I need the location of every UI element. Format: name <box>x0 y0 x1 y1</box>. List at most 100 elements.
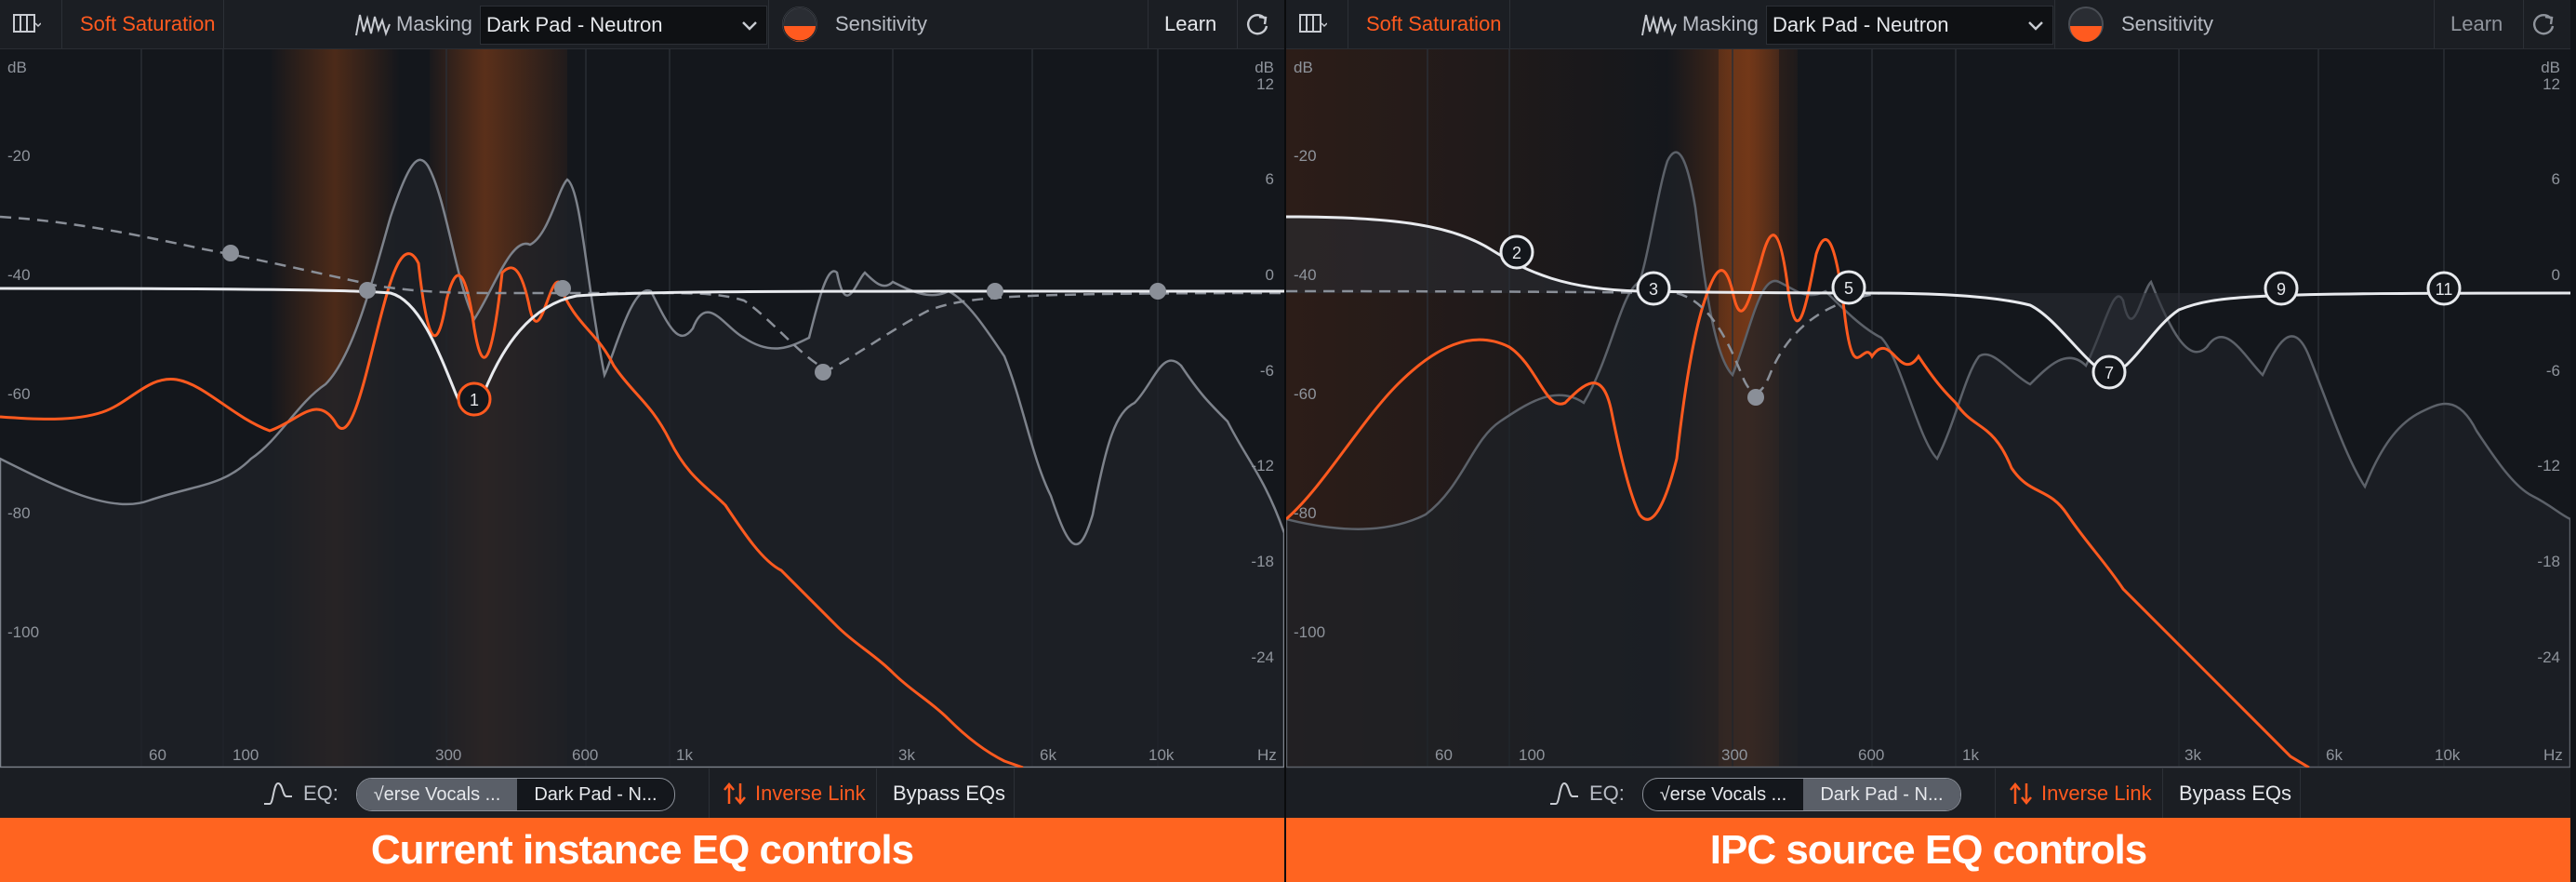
axis-left-tick: -80 <box>1294 504 1317 522</box>
eq-option-dark-pad[interactable]: Dark Pad - N... <box>534 784 657 805</box>
eq-node-ghost[interactable] <box>987 283 1003 300</box>
eq-node-ghost[interactable] <box>1747 389 1764 406</box>
axis-right-tick: -18 <box>2537 553 2560 570</box>
eq-node-label: 2 <box>1512 244 1521 262</box>
chevron-down-icon <box>742 21 757 31</box>
axis-freq-tick: 3k <box>2184 746 2201 764</box>
current-instance-panel: Soft Saturation Masking Dark Pad - Neutr… <box>0 0 1284 882</box>
axis-freq-tick: 60 <box>1435 746 1453 764</box>
layout-view-icon[interactable] <box>13 13 41 35</box>
eq-node-3[interactable]: 3 <box>1636 271 1671 306</box>
top-toolbar: Soft Saturation Masking Dark Pad - Neutr… <box>1286 0 2570 49</box>
axis-freq-unit: Hz <box>2543 746 2563 764</box>
panel-divider <box>1284 0 1286 882</box>
panel-caption: IPC source EQ controls <box>1286 818 2570 882</box>
masking-waveform-icon[interactable] <box>355 11 391 37</box>
masking-label: Masking <box>396 12 472 35</box>
axis-freq-tick: 3k <box>898 746 915 764</box>
bottom-toolbar: EQ: √erse Vocals ... Dark Pad - N... Inv… <box>0 768 1284 819</box>
sensitivity-knob[interactable] <box>781 6 818 43</box>
axis-freq-tick: 600 <box>1858 746 1884 764</box>
axis-freq-tick: 1k <box>1962 746 1979 764</box>
axis-freq-tick: 1k <box>676 746 693 764</box>
eq-node-label: 7 <box>2105 364 2114 382</box>
eq-option-vocals[interactable]: √erse Vocals ... <box>357 779 517 810</box>
bypass-eqs-button[interactable]: Bypass EQs <box>893 782 1006 805</box>
eq-label: EQ: <box>303 782 339 805</box>
axis-freq-tick: 300 <box>435 746 461 764</box>
mode-label[interactable]: Soft Saturation <box>80 12 216 35</box>
axis-right-tick: -6 <box>2546 362 2560 380</box>
axis-freq-tick: 10k <box>2435 746 2461 764</box>
axis-right-tick: -6 <box>1260 362 1274 380</box>
axis-left-unit: dB <box>1294 59 1313 76</box>
masking-waveform-icon[interactable] <box>1641 11 1677 37</box>
eq-node-5[interactable]: 5 <box>1831 270 1866 305</box>
axis-left-tick: -40 <box>7 266 31 284</box>
eq-node-ghost[interactable] <box>222 245 239 261</box>
axis-right-tick: -24 <box>2537 648 2560 666</box>
eq-curve-icon <box>1550 782 1578 805</box>
axis-left-tick: -100 <box>7 623 39 641</box>
refresh-icon[interactable] <box>1244 11 1270 37</box>
masking-source-dropdown[interactable]: Dark Pad - Neutron <box>1766 6 2053 45</box>
axis-left-tick: -20 <box>7 147 31 165</box>
eq-source-toggle[interactable]: √erse Vocals ... Dark Pad - N... <box>1642 778 1961 811</box>
eq-node-9[interactable]: 9 <box>2264 271 2299 306</box>
learn-button[interactable]: Learn <box>1164 12 1217 35</box>
learn-button[interactable]: Learn <box>2450 12 2503 35</box>
ipc-source-spectrum <box>1286 234 2310 768</box>
bypass-eqs-button[interactable]: Bypass EQs <box>2179 782 2292 805</box>
mode-label[interactable]: Soft Saturation <box>1366 12 1502 35</box>
eq-spectrum-display[interactable]: 1 dB -20 -40 -60 -80 -100 dB 12 6 0 -6 -… <box>0 49 1284 768</box>
axis-right-tick: 6 <box>1266 170 1274 188</box>
eq-node-label: 9 <box>2277 280 2286 299</box>
eq-node-1[interactable]: 1 <box>457 381 492 417</box>
axis-right-unit: dB <box>2541 59 2560 76</box>
eq-node-label: 11 <box>2436 280 2453 299</box>
inverse-link-icon[interactable] <box>2010 782 2032 806</box>
panel-caption: Current instance EQ controls <box>0 818 1284 882</box>
axis-left-tick: -80 <box>7 504 31 522</box>
layout-view-icon[interactable] <box>1299 13 1327 35</box>
axis-freq-tick: 6k <box>2326 746 2343 764</box>
eq-option-dark-pad[interactable]: Dark Pad - N... <box>1803 779 1960 810</box>
eq-option-vocals[interactable]: √erse Vocals ... <box>1659 784 1787 805</box>
axis-freq-tick: 60 <box>149 746 166 764</box>
eq-node-label: 3 <box>1649 280 1658 299</box>
masking-label: Masking <box>1682 12 1759 35</box>
axis-freq-tick: 600 <box>572 746 598 764</box>
eq-node-ghost[interactable] <box>554 280 571 297</box>
axis-right-tick: -12 <box>2537 457 2560 474</box>
axis-left-unit: dB <box>7 59 27 76</box>
eq-node-ghost[interactable] <box>815 364 831 381</box>
axis-right-tick: -12 <box>1251 457 1274 474</box>
current-instance-spectrum <box>0 252 1024 768</box>
sensitivity-label: Sensitivity <box>835 12 928 35</box>
eq-node-ghost[interactable] <box>1149 283 1166 300</box>
axis-freq-tick: 10k <box>1149 746 1175 764</box>
eq-node-2[interactable]: 2 <box>1499 234 1534 270</box>
axis-freq-tick: 100 <box>1519 746 1545 764</box>
eq-fill <box>1286 217 2570 375</box>
eq-node-ghost[interactable] <box>359 282 376 299</box>
masker-spectrum <box>1286 151 2570 768</box>
inverse-link-button[interactable]: Inverse Link <box>755 782 866 805</box>
bottom-toolbar: EQ: √erse Vocals ... Dark Pad - N... Inv… <box>1286 768 2570 819</box>
eq-node-label: 5 <box>1844 279 1853 298</box>
chevron-down-icon <box>2028 21 2043 31</box>
eq-node-11[interactable]: 11 <box>2426 271 2462 306</box>
axis-right-tick: 0 <box>2552 266 2560 284</box>
eq-curve-icon <box>264 782 292 805</box>
inverse-link-icon[interactable] <box>724 782 746 806</box>
refresh-icon[interactable] <box>2530 11 2556 37</box>
inverse-link-button[interactable]: Inverse Link <box>2041 782 2152 805</box>
eq-spectrum-display[interactable]: 2 3 5 7 9 <box>1286 49 2570 768</box>
masking-source-dropdown[interactable]: Dark Pad - Neutron <box>480 6 767 45</box>
axis-right-unit: dB <box>1255 59 1274 76</box>
eq-node-7[interactable]: 7 <box>2091 354 2127 390</box>
axis-left-tick: -60 <box>7 385 31 403</box>
sensitivity-knob[interactable] <box>2067 6 2105 43</box>
eq-source-toggle[interactable]: √erse Vocals ... Dark Pad - N... <box>356 778 675 811</box>
axis-freq-unit: Hz <box>1257 746 1277 764</box>
